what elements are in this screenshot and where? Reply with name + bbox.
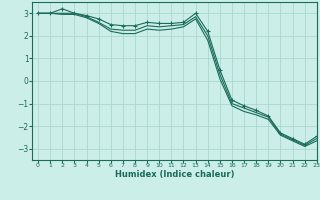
X-axis label: Humidex (Indice chaleur): Humidex (Indice chaleur) [115, 170, 234, 179]
